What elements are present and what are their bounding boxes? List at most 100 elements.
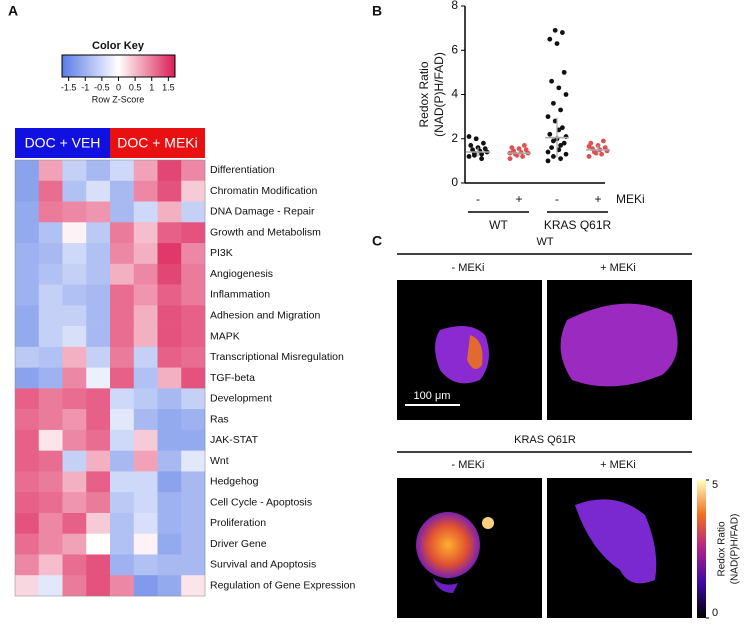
heatmap-cell	[157, 305, 182, 327]
heatmap-cell	[15, 575, 40, 597]
heatmap-cell	[38, 575, 63, 597]
row-label: Regulation of Gene Expression	[210, 579, 355, 591]
scale-bar-label: 100 μm	[414, 390, 451, 402]
heatmap-cell	[38, 367, 63, 389]
heatmap-cell	[62, 429, 87, 451]
heatmap-cell	[86, 180, 111, 202]
heatmap-cell	[133, 450, 158, 472]
heatmap-cell	[86, 305, 111, 327]
heatmap-cell	[15, 160, 40, 182]
column-label: + MEKi	[600, 459, 636, 471]
heatmap-cell	[62, 388, 87, 410]
heatmap-cell	[62, 575, 87, 597]
data-point	[561, 69, 567, 75]
group-label: DOC + MEKi	[117, 135, 198, 151]
heatmap-cell	[181, 388, 206, 410]
heatmap-cell	[133, 554, 158, 576]
heatmap-cell	[62, 554, 87, 576]
y-tick-label: 4	[451, 87, 458, 101]
data-point	[482, 146, 488, 152]
row-label: TGF-beta	[210, 372, 255, 384]
data-point	[558, 142, 563, 148]
micrographs: 100 μm	[397, 280, 706, 618]
x-tick-label: 1	[149, 82, 154, 92]
group-bar	[110, 128, 205, 158]
heatmap-cell	[110, 429, 135, 451]
heatmap-cell	[181, 492, 206, 514]
heatmap-cell	[38, 554, 63, 576]
panel-label: A	[8, 3, 18, 19]
heatmap-cell	[62, 201, 87, 223]
heatmap-cell	[181, 575, 206, 597]
heatmap-cell	[133, 326, 158, 348]
heatmap-cell	[157, 367, 182, 389]
heatmap-cell	[15, 388, 40, 410]
data-point	[593, 150, 599, 156]
heatmap-cell	[110, 222, 135, 244]
row-label: Ras	[210, 413, 229, 425]
heatmap-cell	[86, 201, 111, 223]
heatmap-cell	[157, 243, 182, 265]
heatmap-cell	[86, 388, 111, 410]
heatmap-cell	[62, 409, 87, 431]
heatmap-cell	[15, 243, 40, 265]
heatmap-cell	[110, 305, 135, 327]
heatmap-cell	[157, 575, 182, 597]
heatmap-cell	[62, 492, 87, 514]
heatmap-cell	[86, 575, 111, 597]
data-point	[523, 147, 529, 153]
data-point	[514, 152, 520, 158]
heatmap-cell	[110, 471, 135, 493]
group-title: KRAS Q61R	[514, 434, 576, 446]
heatmap-cell	[86, 512, 111, 535]
heatmap-cell	[181, 554, 206, 576]
heatmap-cell	[15, 492, 40, 514]
data-point	[479, 156, 484, 162]
heatmap-cell	[86, 284, 111, 306]
row-label: Cell Cycle - Apoptosis	[210, 496, 312, 508]
heatmap-cell	[62, 471, 87, 493]
heatmap-cell	[181, 160, 206, 182]
heatmap-cell	[86, 243, 111, 265]
heatmap-cell	[86, 367, 111, 389]
row-label: MEKi	[616, 192, 645, 206]
heatmap-cell	[157, 409, 182, 431]
data-point	[601, 138, 606, 144]
heatmap-cell	[15, 554, 40, 576]
heatmap-cell	[38, 263, 63, 285]
heatmap-cell	[181, 533, 206, 555]
heatmap-cell	[157, 429, 182, 451]
panel-label: C	[372, 233, 382, 249]
heatmap-cell	[38, 471, 63, 493]
heatmap-cell	[38, 388, 63, 410]
heatmap-cell	[181, 201, 206, 223]
heatmap-border	[14, 159, 206, 597]
heatmap-cell	[15, 471, 40, 493]
data-point	[558, 156, 563, 162]
data-point	[563, 151, 569, 157]
heatmap-cell	[110, 533, 135, 555]
x-tick-label: -0.5	[94, 82, 110, 92]
data-point	[586, 144, 592, 149]
data-point	[561, 140, 567, 146]
y-axis-label: Redox Ratio	[417, 61, 431, 127]
heatmap-cell	[181, 263, 206, 285]
heatmap-cell	[110, 554, 135, 576]
data-point	[551, 100, 556, 106]
heatmap-cell	[181, 305, 206, 327]
data-point	[473, 136, 479, 142]
group-label: DOC + VEH	[25, 135, 101, 151]
heatmap-cell	[133, 243, 158, 265]
data-point	[602, 145, 608, 151]
colorbar-label: (NAD(P)H/FAD)	[730, 514, 741, 585]
heatmap-cell	[110, 409, 135, 431]
x-tick-label: -	[555, 192, 559, 206]
data-point	[552, 118, 558, 124]
heatmap-cell	[15, 429, 40, 451]
heatmap-cell	[133, 367, 158, 389]
heatmap-cell	[15, 201, 40, 223]
color-key-bar	[61, 54, 176, 78]
heatmap-cell	[157, 512, 182, 535]
heatmap-cell	[38, 326, 63, 348]
